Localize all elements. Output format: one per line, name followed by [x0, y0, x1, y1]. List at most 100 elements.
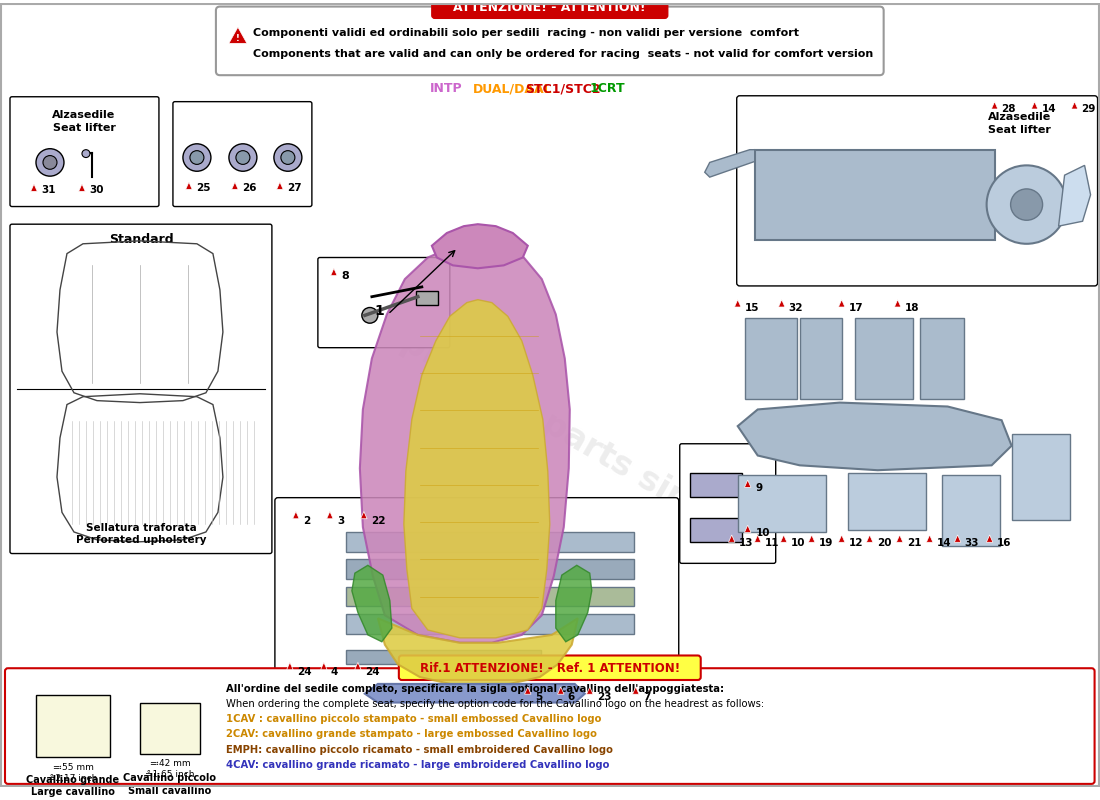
Polygon shape: [738, 402, 1012, 470]
FancyBboxPatch shape: [216, 6, 883, 75]
Polygon shape: [586, 687, 593, 694]
Bar: [738, 475, 826, 532]
Text: 28: 28: [1002, 105, 1016, 114]
Text: 3: 3: [337, 516, 344, 526]
FancyBboxPatch shape: [318, 258, 450, 348]
Text: Components that are valid and can only be ordered for racing  seats - not valid : Components that are valid and can only b…: [253, 49, 873, 58]
Circle shape: [43, 155, 57, 170]
Polygon shape: [1032, 102, 1037, 109]
Text: EMPH: cavallino piccolo ricamato - small embroidered Cavallino logo: EMPH: cavallino piccolo ricamato - small…: [226, 745, 613, 754]
Polygon shape: [1058, 166, 1090, 226]
FancyBboxPatch shape: [399, 655, 701, 680]
Text: Standard: Standard: [109, 234, 174, 246]
Polygon shape: [838, 535, 845, 542]
Bar: [345, 614, 634, 634]
Text: 4CAV: cavallino grande ricamato - large embroidered Cavallino logo: 4CAV: cavallino grande ricamato - large …: [226, 760, 609, 770]
Bar: [745, 318, 796, 398]
FancyBboxPatch shape: [10, 97, 158, 206]
Text: 30: 30: [89, 186, 103, 195]
Text: 13: 13: [739, 538, 754, 548]
Polygon shape: [361, 511, 367, 518]
Text: 29: 29: [1081, 105, 1096, 114]
Polygon shape: [432, 224, 528, 268]
Text: 5: 5: [535, 692, 542, 702]
Bar: [345, 559, 634, 579]
Polygon shape: [365, 684, 585, 702]
FancyBboxPatch shape: [432, 0, 668, 18]
Polygon shape: [838, 300, 845, 307]
FancyBboxPatch shape: [680, 444, 775, 563]
Text: DUAL/DAAL: DUAL/DAAL: [473, 82, 552, 95]
Text: ATTENZIONE! - ATTENTION!: ATTENZIONE! - ATTENTION!: [453, 1, 646, 14]
Text: supplier for parts since 1: supplier for parts since 1: [337, 292, 762, 557]
Circle shape: [190, 150, 204, 164]
Text: 22: 22: [371, 516, 385, 526]
Polygon shape: [926, 535, 933, 542]
Polygon shape: [745, 480, 751, 487]
Polygon shape: [558, 687, 564, 694]
Bar: [755, 150, 994, 240]
Polygon shape: [728, 535, 735, 542]
Polygon shape: [331, 268, 337, 276]
Text: 26: 26: [242, 183, 256, 194]
FancyBboxPatch shape: [275, 498, 679, 707]
Text: 33: 33: [965, 538, 979, 548]
Text: 12: 12: [849, 538, 864, 548]
Bar: [855, 318, 913, 398]
Bar: [345, 587, 634, 606]
Polygon shape: [896, 535, 903, 542]
Polygon shape: [354, 662, 361, 670]
Text: ≕55 mm
≗2,17 inch: ≕55 mm ≗2,17 inch: [48, 763, 98, 783]
Polygon shape: [525, 687, 531, 694]
Polygon shape: [378, 618, 578, 686]
Text: 31: 31: [41, 186, 55, 195]
Text: Alzasedile
Seat lifter: Alzasedile Seat lifter: [53, 110, 116, 133]
FancyBboxPatch shape: [173, 102, 312, 206]
Polygon shape: [320, 662, 327, 670]
Polygon shape: [632, 687, 639, 694]
FancyBboxPatch shape: [737, 96, 1098, 286]
Bar: [942, 475, 1000, 546]
Bar: [416, 291, 438, 305]
Text: 32: 32: [789, 302, 803, 313]
Circle shape: [280, 150, 295, 164]
Polygon shape: [327, 511, 333, 518]
Text: 10: 10: [791, 538, 805, 548]
Bar: [690, 518, 741, 542]
Text: 8: 8: [342, 271, 350, 281]
Polygon shape: [229, 27, 246, 43]
Text: ≕42 mm
≗1,65 inch: ≕42 mm ≗1,65 inch: [145, 759, 195, 779]
Text: 25: 25: [196, 183, 210, 194]
Text: 16: 16: [997, 538, 1011, 548]
Text: 2: 2: [302, 516, 310, 526]
Circle shape: [362, 307, 378, 323]
Polygon shape: [276, 182, 283, 190]
Bar: [345, 650, 541, 664]
Text: STC1/STC2: STC1/STC2: [525, 82, 601, 95]
Bar: [920, 318, 964, 398]
Polygon shape: [232, 182, 239, 190]
Circle shape: [274, 144, 301, 171]
Text: Componenti validi ed ordinabili solo per sedili  racing - non validi per version: Componenti validi ed ordinabili solo per…: [253, 28, 799, 38]
Polygon shape: [755, 535, 761, 542]
Bar: [690, 473, 741, 497]
Bar: [848, 473, 925, 530]
Text: Sellatura traforata
Perforated upholstery: Sellatura traforata Perforated upholster…: [76, 522, 206, 545]
Polygon shape: [745, 525, 751, 533]
Polygon shape: [779, 300, 785, 307]
Circle shape: [183, 144, 211, 171]
Polygon shape: [360, 243, 570, 642]
Text: 15: 15: [745, 302, 759, 313]
Circle shape: [235, 150, 250, 164]
Polygon shape: [955, 535, 961, 542]
Circle shape: [36, 149, 64, 176]
Bar: [345, 532, 634, 551]
Polygon shape: [79, 184, 85, 191]
Text: !: !: [236, 34, 240, 43]
Text: 1CAV : cavallino piccolo stampato - small embossed Cavallino logo: 1CAV : cavallino piccolo stampato - smal…: [226, 714, 602, 724]
Circle shape: [987, 166, 1067, 244]
Text: 7: 7: [642, 692, 650, 702]
Polygon shape: [808, 535, 815, 542]
Text: 2CAV: cavallino grande stampato - large embossed Cavallino logo: 2CAV: cavallino grande stampato - large …: [226, 730, 597, 739]
Polygon shape: [780, 535, 786, 542]
